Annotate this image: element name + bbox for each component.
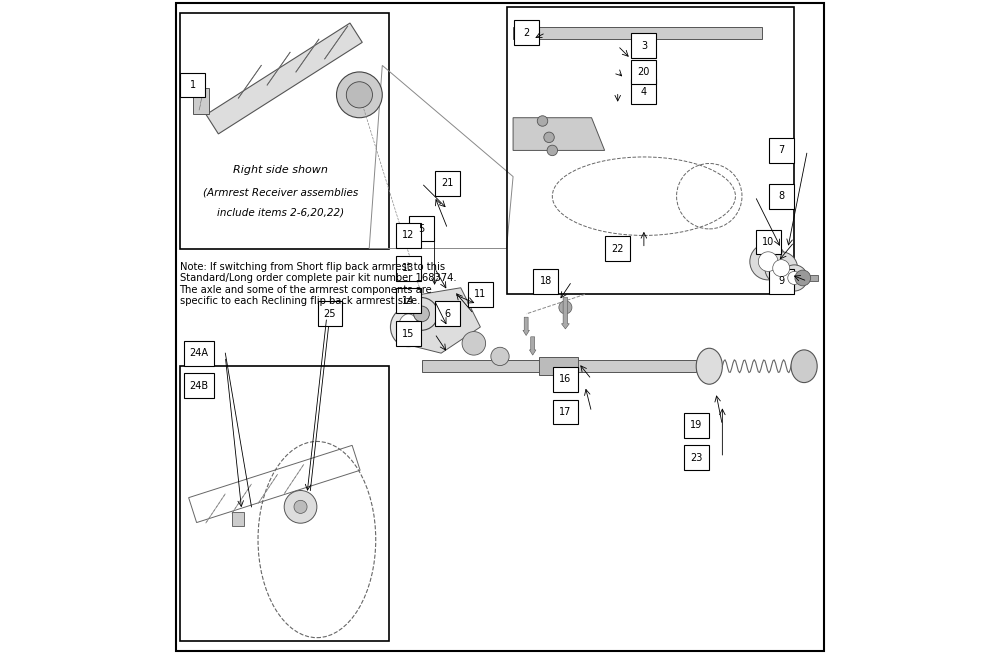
Text: 18: 18 [540,276,552,286]
Bar [468,282,493,307]
Text: Right side shown: Right side shown [233,165,328,175]
Circle shape [750,243,786,280]
FancyArrow shape [422,360,696,372]
Circle shape [336,72,382,118]
Circle shape [462,332,486,355]
Bar [435,171,460,196]
Text: (Armrest Receiver assemblies: (Armrest Receiver assemblies [203,188,359,198]
Circle shape [795,270,811,286]
Bar [180,73,205,97]
Text: 15: 15 [402,328,415,339]
Bar [184,341,214,366]
Circle shape [781,265,807,291]
FancyArrow shape [561,298,569,329]
Text: 10: 10 [762,237,774,247]
Ellipse shape [390,307,426,347]
Text: 25: 25 [324,309,336,319]
Text: 23: 23 [690,453,702,463]
FancyArrow shape [513,27,762,39]
Text: 20: 20 [638,67,650,77]
Text: 11: 11 [474,289,487,300]
Text: Note: If switching from Short flip back armrest to this
Standard/Long order comp: Note: If switching from Short flip back … [180,262,456,307]
Circle shape [758,252,778,271]
Polygon shape [513,118,605,150]
Bar [409,216,434,241]
Ellipse shape [696,348,722,385]
Text: 24B: 24B [190,381,209,391]
Bar [684,445,709,470]
Circle shape [537,116,548,126]
Circle shape [547,145,558,156]
Ellipse shape [791,350,817,383]
Text: 12: 12 [402,230,415,241]
Text: 13: 13 [402,263,415,273]
Bar [318,301,342,326]
Text: 9: 9 [778,276,784,286]
Bar [180,366,389,641]
Bar [180,13,389,249]
Circle shape [559,301,572,314]
Text: 14: 14 [402,296,415,306]
Text: 4: 4 [641,86,647,97]
Circle shape [346,82,372,108]
Text: 6: 6 [445,309,451,319]
Ellipse shape [399,314,418,340]
Bar [631,79,656,104]
Polygon shape [415,288,480,353]
Text: 8: 8 [778,191,784,201]
Text: 17: 17 [559,407,572,417]
FancyArrow shape [804,275,818,281]
Bar [769,184,794,209]
Circle shape [491,347,509,366]
Text: 19: 19 [690,420,702,430]
Circle shape [284,490,317,523]
Bar [396,321,421,346]
Text: 22: 22 [611,243,624,254]
Bar [631,60,656,84]
FancyArrow shape [529,337,536,355]
Text: 24A: 24A [190,348,209,358]
Circle shape [773,260,790,277]
Circle shape [788,271,801,284]
Text: 16: 16 [559,374,572,385]
Bar [553,367,578,392]
Bar [396,288,421,313]
Bar [769,269,794,294]
Bar [605,236,630,261]
Bar [193,88,209,114]
Bar [232,512,244,526]
Bar [631,33,656,58]
Bar [553,400,578,424]
Bar [514,20,539,45]
Text: include items 2-6,20,22): include items 2-6,20,22) [217,207,344,218]
Bar [539,357,578,375]
Bar [684,413,709,438]
Text: 7: 7 [778,145,784,156]
Circle shape [544,132,554,143]
Text: 5: 5 [418,224,425,234]
Bar [396,223,421,248]
FancyArrow shape [206,23,362,134]
FancyArrow shape [523,317,529,336]
Bar [769,138,794,163]
Bar [533,269,558,294]
Text: 3: 3 [641,41,647,51]
Bar [184,373,214,398]
Circle shape [294,500,307,513]
Circle shape [765,252,798,284]
Bar [435,301,460,326]
Text: 1: 1 [190,80,196,90]
Text: 21: 21 [441,178,454,188]
Bar [507,7,794,294]
Circle shape [414,306,429,322]
Bar [756,230,781,254]
Bar [396,256,421,281]
Circle shape [405,298,438,330]
Text: 2: 2 [523,27,529,38]
